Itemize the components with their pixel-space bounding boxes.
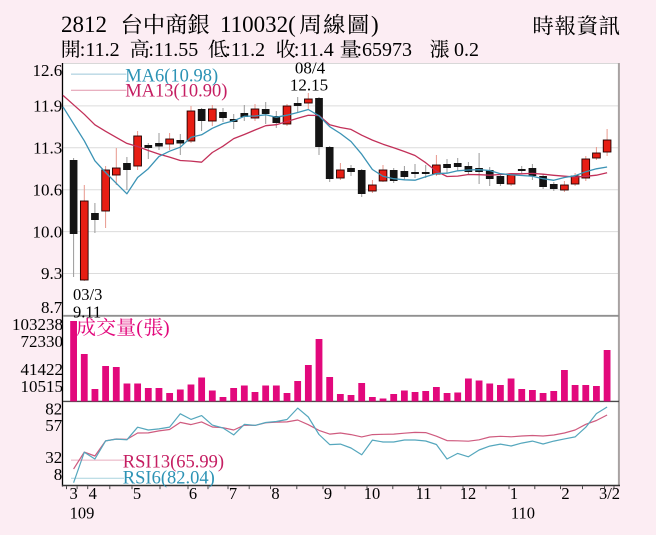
svg-text:12: 12 (460, 484, 477, 503)
svg-text::11.2: :11.2 (225, 39, 265, 61)
svg-text:08/4: 08/4 (295, 59, 326, 78)
svg-text:103238: 103238 (12, 315, 63, 334)
svg-text::11.2: :11.2 (80, 39, 120, 61)
svg-text:110032(: 110032( (220, 12, 296, 37)
svg-text:2812: 2812 (61, 12, 107, 37)
svg-text:): ) (371, 12, 379, 37)
svg-text:11.3: 11.3 (33, 139, 62, 158)
svg-text:8: 8 (54, 465, 63, 484)
svg-text:2: 2 (561, 484, 569, 503)
svg-text:1: 1 (510, 484, 518, 503)
svg-text:82: 82 (45, 399, 62, 418)
svg-text:32: 32 (45, 448, 62, 467)
svg-text:10.6: 10.6 (33, 180, 63, 199)
svg-text:6: 6 (189, 484, 197, 503)
svg-text:03/3: 03/3 (73, 285, 102, 304)
svg-text::65973: :65973 (357, 39, 413, 61)
svg-text:(: ( (136, 317, 143, 339)
svg-text:5: 5 (133, 484, 141, 503)
svg-text:12.15: 12.15 (290, 76, 328, 95)
svg-text:10: 10 (364, 484, 381, 503)
svg-text:110: 110 (511, 504, 535, 523)
svg-text:9.3: 9.3 (41, 264, 62, 283)
svg-text:9.11: 9.11 (73, 303, 101, 322)
svg-text:7: 7 (229, 484, 237, 503)
svg-text:10.0: 10.0 (33, 222, 63, 241)
svg-text::11.4: :11.4 (294, 39, 334, 61)
svg-text:9: 9 (324, 484, 332, 503)
svg-text:57: 57 (45, 416, 63, 435)
svg-text:11.9: 11.9 (33, 97, 62, 116)
svg-text:0.2: 0.2 (454, 39, 479, 61)
svg-text:MA6(10.98): MA6(10.98) (125, 67, 218, 87)
svg-text:3: 3 (69, 484, 77, 503)
svg-text:12.6: 12.6 (33, 61, 63, 80)
svg-text:8.7: 8.7 (41, 298, 63, 317)
svg-text:4: 4 (89, 484, 97, 503)
svg-text:RSI13(65.99): RSI13(65.99) (123, 452, 224, 472)
svg-text:11: 11 (416, 484, 432, 503)
svg-text::11.55: :11.55 (148, 39, 198, 61)
svg-text:3/2: 3/2 (599, 484, 620, 503)
svg-text:8: 8 (271, 484, 279, 503)
svg-text:10515: 10515 (21, 377, 64, 396)
svg-text:41422: 41422 (21, 360, 64, 379)
svg-text:): ) (163, 317, 170, 339)
svg-text:109: 109 (70, 504, 95, 523)
svg-text:72330: 72330 (21, 332, 64, 351)
svg-text:RSI6(82.04): RSI6(82.04) (123, 469, 215, 489)
svg-text:MA13(10.90): MA13(10.90) (125, 82, 227, 102)
